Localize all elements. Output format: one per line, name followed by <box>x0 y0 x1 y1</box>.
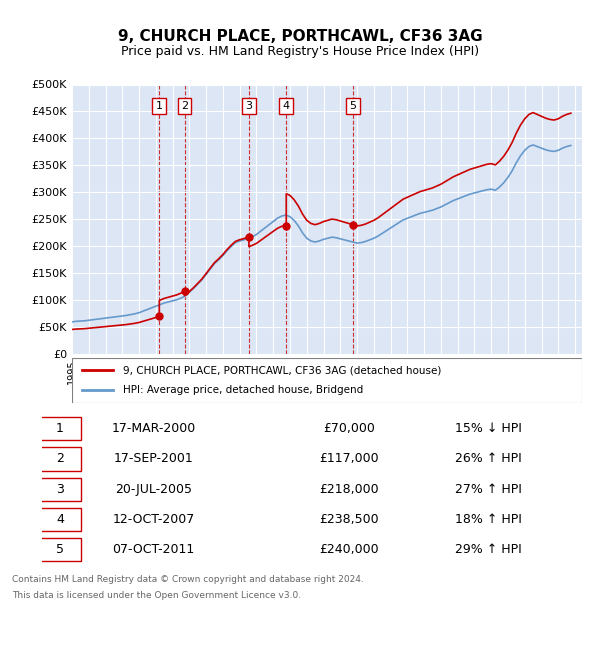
FancyBboxPatch shape <box>39 508 81 531</box>
Text: 27% ↑ HPI: 27% ↑ HPI <box>455 482 522 495</box>
Text: £218,000: £218,000 <box>319 482 379 495</box>
Text: 3: 3 <box>245 101 253 111</box>
Text: 3: 3 <box>56 482 64 495</box>
Text: 1: 1 <box>156 101 163 111</box>
Text: 4: 4 <box>56 513 64 526</box>
FancyBboxPatch shape <box>39 478 81 500</box>
Text: Price paid vs. HM Land Registry's House Price Index (HPI): Price paid vs. HM Land Registry's House … <box>121 46 479 58</box>
Text: 15% ↓ HPI: 15% ↓ HPI <box>455 422 522 436</box>
Text: £238,500: £238,500 <box>319 513 379 526</box>
Text: 18% ↑ HPI: 18% ↑ HPI <box>455 513 522 526</box>
FancyBboxPatch shape <box>39 417 81 441</box>
Text: £70,000: £70,000 <box>323 422 375 436</box>
Text: 12-OCT-2007: 12-OCT-2007 <box>112 513 195 526</box>
Text: HPI: Average price, detached house, Bridgend: HPI: Average price, detached house, Brid… <box>123 385 363 395</box>
FancyBboxPatch shape <box>39 447 81 471</box>
Text: 29% ↑ HPI: 29% ↑ HPI <box>455 543 522 556</box>
Text: £117,000: £117,000 <box>319 452 379 465</box>
Text: 07-OCT-2011: 07-OCT-2011 <box>112 543 195 556</box>
Text: 20-JUL-2005: 20-JUL-2005 <box>115 482 192 495</box>
Text: 5: 5 <box>350 101 356 111</box>
Text: 2: 2 <box>181 101 188 111</box>
Text: This data is licensed under the Open Government Licence v3.0.: This data is licensed under the Open Gov… <box>12 592 301 601</box>
Text: 17-MAR-2000: 17-MAR-2000 <box>112 422 196 436</box>
Text: £240,000: £240,000 <box>319 543 379 556</box>
Text: 1: 1 <box>56 422 64 436</box>
Text: 17-SEP-2001: 17-SEP-2001 <box>114 452 193 465</box>
Text: 9, CHURCH PLACE, PORTHCAWL, CF36 3AG: 9, CHURCH PLACE, PORTHCAWL, CF36 3AG <box>118 29 482 44</box>
FancyBboxPatch shape <box>39 538 81 561</box>
Text: Contains HM Land Registry data © Crown copyright and database right 2024.: Contains HM Land Registry data © Crown c… <box>12 575 364 584</box>
Text: 5: 5 <box>56 543 64 556</box>
Text: 2: 2 <box>56 452 64 465</box>
Text: 9, CHURCH PLACE, PORTHCAWL, CF36 3AG (detached house): 9, CHURCH PLACE, PORTHCAWL, CF36 3AG (de… <box>123 365 442 375</box>
Text: 4: 4 <box>283 101 290 111</box>
Text: 26% ↑ HPI: 26% ↑ HPI <box>455 452 522 465</box>
